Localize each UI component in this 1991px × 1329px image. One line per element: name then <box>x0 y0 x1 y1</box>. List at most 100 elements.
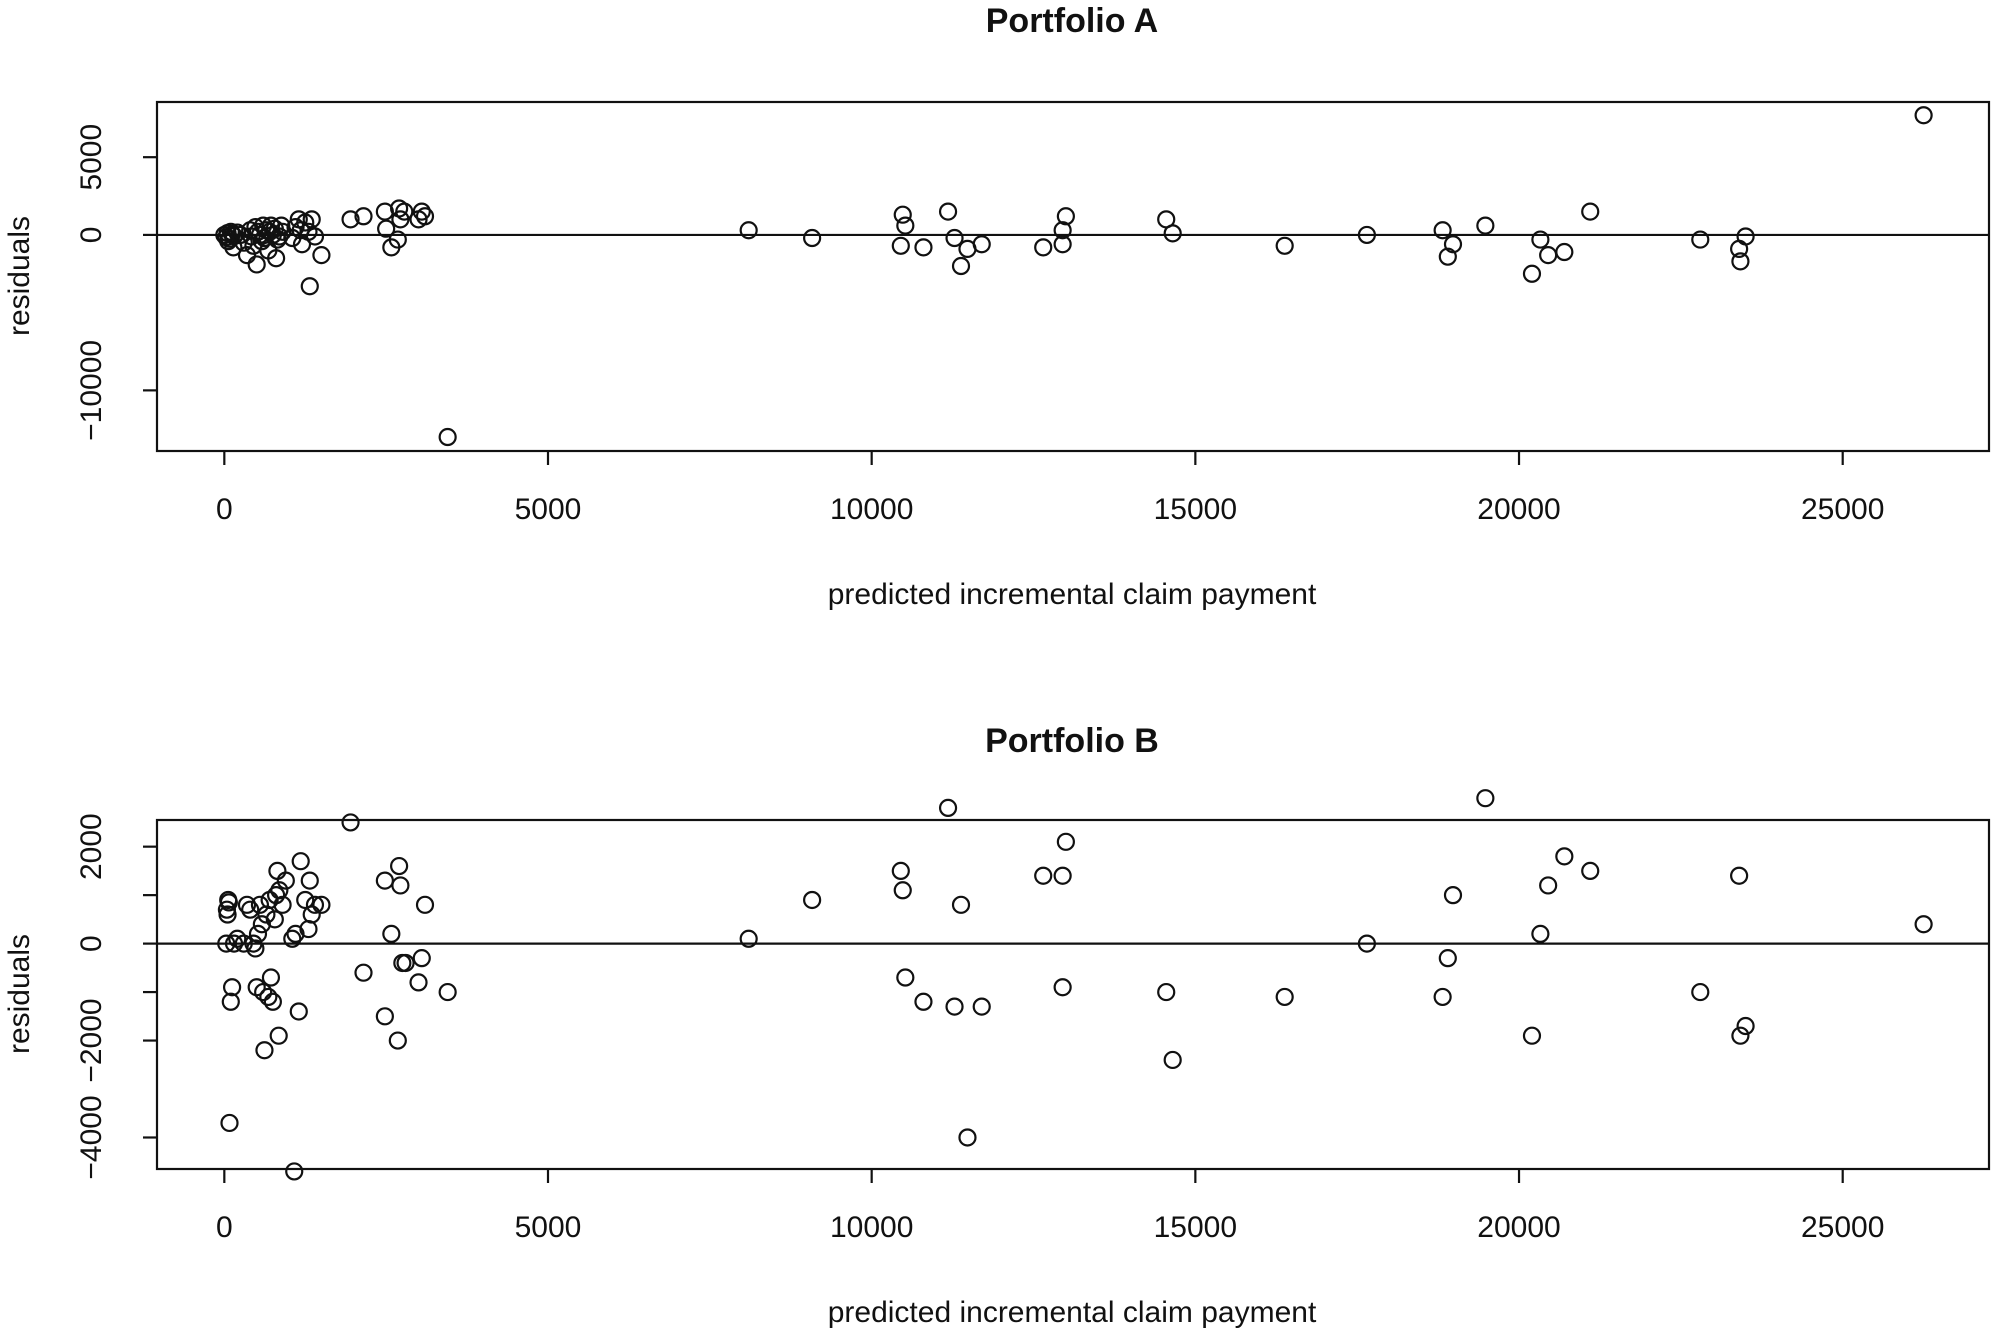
data-point <box>1433 221 1452 240</box>
x-tick-label: 20000 <box>1477 1211 1560 1244</box>
data-point <box>285 1162 304 1181</box>
data-point <box>1555 847 1574 866</box>
data-point <box>248 924 268 944</box>
data-point <box>1691 230 1710 249</box>
data-point <box>1053 978 1072 997</box>
data-point <box>1736 227 1755 246</box>
data-point <box>231 225 250 245</box>
plot-frame <box>155 818 1991 1171</box>
data-point <box>267 886 286 905</box>
panel-portfolio-b: Portfolio B 0 5000 10000 15000 20000 25000 −4… <box>3 722 1991 1329</box>
data-point <box>1730 866 1749 885</box>
data-point <box>261 968 281 987</box>
data-point <box>1731 1026 1750 1045</box>
data-point <box>1034 238 1053 257</box>
x-tick-label: 10000 <box>830 1211 913 1244</box>
data-point <box>224 227 244 246</box>
data-point <box>300 871 319 890</box>
data-point <box>268 861 287 880</box>
data-point <box>220 1113 239 1133</box>
data-point <box>1581 202 1600 221</box>
data-point <box>412 202 431 221</box>
data-point <box>377 219 396 238</box>
data-point <box>222 978 242 997</box>
data-point <box>265 910 284 929</box>
data-point <box>375 871 394 890</box>
data-point <box>1438 949 1457 968</box>
data-point <box>341 210 360 229</box>
data-point <box>296 890 315 910</box>
data-point <box>415 895 435 914</box>
data-point <box>438 982 457 1002</box>
data-point <box>391 876 410 895</box>
data-point <box>1056 832 1075 851</box>
y-tick-label: 2000 <box>75 813 108 880</box>
x-tick-label: 0 <box>216 1211 233 1244</box>
x-tick-label: 20000 <box>1477 493 1560 526</box>
data-point <box>739 221 758 240</box>
data-point <box>972 235 991 254</box>
data-point <box>354 963 373 982</box>
data-point <box>273 222 292 241</box>
data-point <box>1443 886 1463 905</box>
data-point <box>390 856 409 876</box>
data-point <box>305 227 325 246</box>
y-tick-label: 0 <box>75 935 108 952</box>
data-point <box>247 255 266 274</box>
chart-title: Portfolio A <box>986 2 1159 40</box>
x-tick-label: 15000 <box>1154 1211 1237 1244</box>
data-point <box>1522 1026 1542 1045</box>
data-point <box>276 871 295 890</box>
data-point <box>396 953 415 973</box>
data-point <box>224 934 244 953</box>
x-tick-label: 25000 <box>1801 1211 1884 1244</box>
data-point <box>1053 235 1072 254</box>
data-point <box>250 895 270 914</box>
data-point <box>1053 866 1072 885</box>
data-point <box>945 997 964 1016</box>
data-point <box>1531 924 1550 944</box>
y-axis-label: residuals <box>3 934 36 1054</box>
data-point <box>891 861 910 880</box>
data-point <box>1053 221 1072 240</box>
data-point <box>914 992 933 1011</box>
data-point <box>254 982 273 1002</box>
data-point <box>1163 1050 1182 1070</box>
data-point <box>217 934 236 953</box>
data-point <box>1034 866 1053 885</box>
y-axis: −10000 0 5000 <box>75 124 157 441</box>
data-point <box>219 893 238 912</box>
data-point <box>254 216 273 235</box>
x-axis: 0 5000 10000 15000 20000 25000 <box>216 451 1884 526</box>
data-point <box>891 236 910 255</box>
y-axis-label: residuals <box>3 216 36 336</box>
data-point <box>1581 861 1600 880</box>
data-point <box>739 929 758 948</box>
data-point <box>1539 246 1558 265</box>
data-point <box>951 895 971 914</box>
data-point <box>938 202 958 221</box>
data-point <box>893 881 912 900</box>
data-point <box>951 256 971 276</box>
data-point <box>1163 224 1182 243</box>
data-point <box>1555 242 1574 262</box>
data-point <box>972 997 991 1016</box>
data-point <box>893 205 912 224</box>
y-axis: −4000 −2000 0 2000 <box>75 813 157 1180</box>
data-point <box>267 249 286 268</box>
data-point <box>302 210 321 229</box>
data-point <box>1522 264 1542 283</box>
y-tick-label: 5000 <box>75 124 108 191</box>
data-point <box>958 1128 977 1147</box>
y-tick-label: −10000 <box>75 340 108 441</box>
y-tick-label: 0 <box>75 227 108 244</box>
data-point <box>1056 207 1075 226</box>
data-point <box>1443 235 1463 254</box>
data-point <box>1914 106 1933 125</box>
data-point <box>241 900 260 919</box>
data-point <box>1691 982 1710 1002</box>
data-point <box>218 905 237 924</box>
x-tick-label: 15000 <box>1154 493 1237 526</box>
y-tick-label: −4000 <box>75 1095 108 1179</box>
